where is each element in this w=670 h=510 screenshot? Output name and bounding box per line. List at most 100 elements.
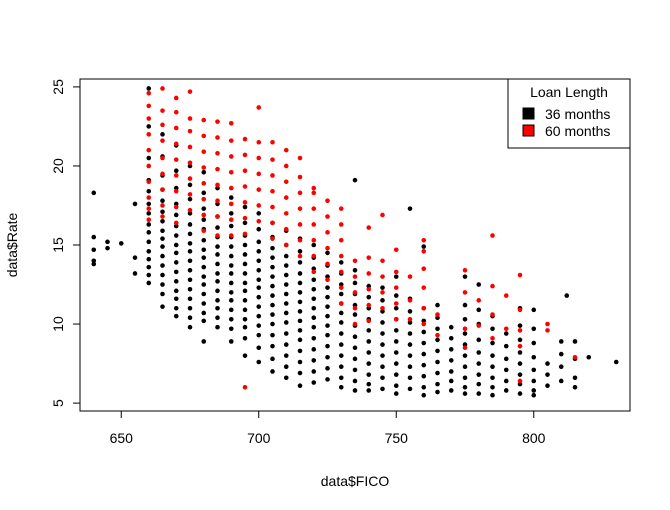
data-point (215, 119, 220, 124)
data-point (146, 188, 152, 194)
data-point (187, 144, 193, 150)
data-point (146, 256, 152, 262)
data-point (325, 323, 330, 328)
data-point (215, 185, 220, 191)
y-tick-label: 25 (50, 79, 66, 95)
data-point (256, 155, 262, 161)
data-point (173, 204, 179, 210)
data-point (366, 302, 372, 308)
legend-title: Loan Length (530, 84, 608, 100)
data-point (338, 342, 344, 347)
data-point (132, 271, 138, 276)
data-point (242, 220, 248, 226)
data-point (256, 187, 262, 192)
data-point (242, 280, 248, 286)
legend-label-60-months: 60 months (545, 123, 610, 139)
data-point (503, 356, 509, 362)
data-point (201, 190, 207, 196)
data-point (476, 361, 482, 366)
data-point (242, 271, 248, 276)
data-point (201, 247, 207, 253)
data-point (201, 133, 207, 139)
data-point (201, 149, 207, 155)
data-point (476, 372, 482, 377)
data-point (146, 116, 152, 121)
data-point (187, 116, 193, 121)
data-point (352, 367, 358, 373)
data-point (228, 138, 234, 143)
data-point (256, 359, 262, 365)
data-point (297, 190, 303, 196)
data-point (173, 242, 179, 248)
data-point (215, 225, 220, 230)
data-point (503, 343, 509, 349)
data-point (352, 312, 358, 317)
data-point (338, 282, 344, 287)
data-point (311, 253, 317, 259)
y-tick-label: 20 (50, 158, 66, 174)
data-point (393, 339, 399, 344)
data-point (380, 353, 385, 358)
data-point (503, 378, 509, 384)
data-point (256, 203, 262, 208)
data-point (270, 356, 275, 362)
data-point (160, 214, 165, 219)
data-point (311, 305, 317, 311)
data-point (325, 313, 330, 319)
data-point (256, 239, 262, 245)
data-point (173, 212, 179, 218)
data-point (311, 296, 317, 302)
data-point (160, 282, 165, 287)
data-point (490, 233, 495, 238)
data-point (256, 218, 262, 224)
data-point (146, 206, 152, 211)
data-point (283, 331, 289, 336)
data-point (407, 309, 413, 314)
data-point (380, 331, 385, 336)
data-point (311, 237, 317, 243)
data-point (256, 249, 262, 254)
data-point (366, 328, 372, 333)
data-point (297, 328, 303, 333)
data-point (297, 271, 303, 276)
data-point (421, 340, 427, 346)
data-point (421, 266, 427, 272)
data-point (187, 324, 193, 330)
data-point (228, 317, 234, 322)
data-point (187, 296, 193, 302)
data-point (476, 307, 482, 313)
data-point (338, 384, 344, 390)
data-point (338, 206, 344, 211)
data-point (173, 220, 179, 226)
data-point (311, 315, 317, 321)
data-point (173, 109, 179, 115)
data-point (228, 307, 234, 313)
data-point (270, 255, 275, 260)
data-point (352, 345, 358, 351)
data-point (146, 230, 152, 235)
data-point (256, 304, 262, 309)
data-point (393, 274, 399, 279)
data-point (256, 258, 262, 264)
data-point (407, 331, 413, 336)
data-point (173, 279, 179, 284)
data-point (338, 320, 344, 325)
data-point (517, 307, 523, 313)
data-point (503, 331, 509, 336)
data-point (490, 384, 495, 390)
data-point (380, 298, 385, 303)
data-point (187, 222, 193, 227)
data-point (338, 222, 344, 227)
data-point (201, 228, 207, 234)
data-point (256, 294, 262, 300)
data-point (311, 242, 317, 248)
data-point (435, 315, 440, 321)
data-point (297, 280, 303, 286)
data-point (421, 321, 427, 327)
data-point (256, 267, 262, 273)
data-point (256, 277, 262, 283)
data-point (407, 375, 413, 381)
data-point (366, 294, 372, 300)
data-point (366, 286, 372, 292)
data-point (91, 190, 97, 196)
